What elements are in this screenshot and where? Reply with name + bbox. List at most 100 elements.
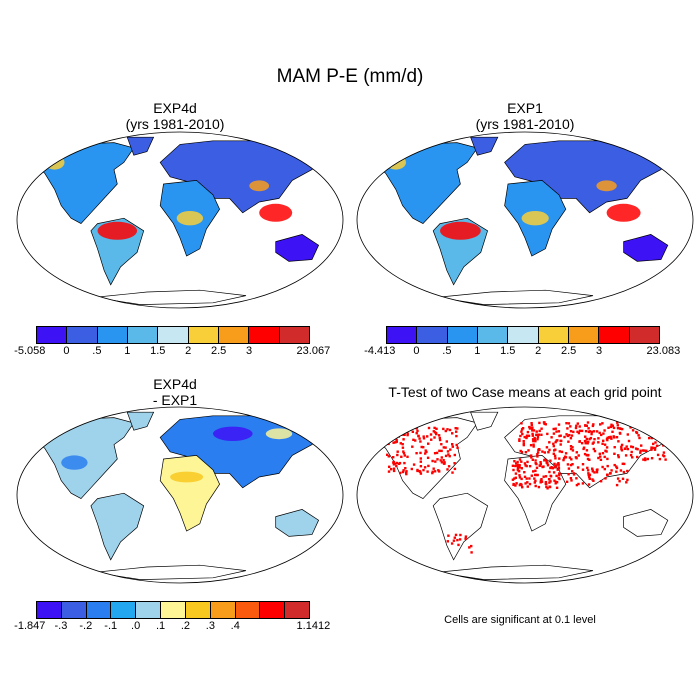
significant-cell [520, 483, 523, 486]
field-region [596, 180, 617, 192]
colorbar-swatch-5 [538, 327, 569, 343]
significant-cell [431, 470, 434, 473]
significant-cell [587, 472, 590, 475]
significant-cell [586, 457, 590, 461]
significant-cell [626, 433, 629, 436]
colorbar-swatch-1 [417, 327, 448, 343]
colorbar-label: -.1 [104, 620, 118, 632]
significant-cell [556, 463, 559, 466]
significant-cell [630, 450, 633, 454]
significant-cell [525, 434, 529, 437]
significant-cell [470, 551, 473, 554]
significant-cell [655, 444, 659, 447]
significant-cell [397, 462, 401, 465]
colorbar-label: 1.1412 [296, 620, 331, 632]
significant-cell [607, 436, 611, 439]
field-region [213, 426, 253, 441]
colorbar-swatch-8 [235, 602, 261, 618]
field-region [440, 221, 481, 240]
significant-cell [411, 430, 414, 433]
significant-cell [580, 429, 584, 433]
significant-cell [534, 479, 537, 483]
significant-cell [415, 427, 418, 430]
significant-cell [557, 462, 560, 465]
significant-cell [610, 423, 613, 426]
significant-cell [540, 433, 543, 436]
significant-cell [455, 430, 458, 433]
significant-cell [552, 427, 555, 431]
significant-cell [554, 427, 557, 430]
significant-cell [597, 456, 600, 460]
colorbar-label: 23.067 [296, 345, 331, 357]
significant-cell [545, 461, 548, 464]
significant-cell [536, 451, 540, 454]
significant-cell [526, 485, 529, 488]
colorbar-swatch-0 [387, 327, 418, 343]
continent-north-america [31, 142, 135, 225]
significant-cell [392, 456, 395, 459]
significant-cell [443, 462, 446, 465]
significant-cell [518, 438, 521, 441]
significant-cell [578, 440, 581, 443]
significant-cell [515, 462, 518, 465]
significant-cell [534, 440, 537, 443]
significant-cell [570, 458, 573, 461]
significant-cell [555, 430, 558, 433]
significant-cell [600, 433, 603, 437]
significant-cell [464, 537, 467, 540]
significant-cell [404, 467, 407, 470]
significant-cell [396, 450, 399, 453]
significant-cell [523, 462, 527, 465]
significant-cell [584, 424, 587, 427]
colorbar-swatches [36, 601, 310, 619]
significant-cell [447, 465, 451, 468]
significant-cell [610, 425, 614, 428]
significant-cell [664, 421, 668, 424]
significant-cell [456, 427, 459, 430]
significant-cell [533, 438, 536, 441]
panel-title-exp4d: EXP4d (yrs 1981-2010) [15, 100, 335, 132]
significant-cell [544, 482, 547, 485]
significant-cell [451, 443, 454, 446]
significant-cell [451, 432, 454, 435]
significant-cell [552, 444, 555, 448]
significant-cell [604, 477, 607, 480]
significant-cell [440, 456, 443, 459]
significant-cell [526, 430, 530, 434]
significant-cell [533, 477, 536, 480]
significant-cell [403, 461, 406, 465]
significant-cell [621, 427, 624, 431]
colorbar-swatch-7 [249, 327, 280, 343]
significant-cell [585, 453, 588, 457]
significant-cell [609, 425, 612, 429]
map-diff [16, 406, 344, 584]
significant-cell [555, 481, 559, 484]
significant-cell [419, 451, 422, 455]
significant-cell [522, 442, 525, 445]
significant-cell [520, 450, 524, 454]
significant-cell [631, 429, 635, 432]
significant-cell [606, 438, 609, 442]
significant-cell [650, 446, 653, 449]
significant-cell [395, 438, 398, 442]
significant-cell [392, 463, 396, 466]
significant-cell [530, 422, 533, 425]
significant-cell [648, 436, 651, 440]
significant-cell [639, 449, 642, 452]
significant-cell [422, 468, 425, 472]
significant-cell [511, 478, 515, 481]
significant-cell [585, 449, 589, 452]
significant-cell [532, 443, 535, 446]
significant-cell [522, 440, 525, 443]
colorbar-swatch-6 [568, 327, 600, 343]
significant-cell [609, 472, 612, 475]
significant-cell [610, 469, 613, 472]
significant-cell [578, 425, 581, 428]
significant-cell [514, 472, 518, 475]
panel-title-diff: EXP4d - EXP1 [15, 376, 335, 408]
significant-cell [601, 452, 605, 455]
continent-south-america [432, 492, 489, 561]
significant-cell [452, 539, 456, 542]
significant-cell [539, 462, 542, 466]
significant-cell [464, 535, 468, 538]
